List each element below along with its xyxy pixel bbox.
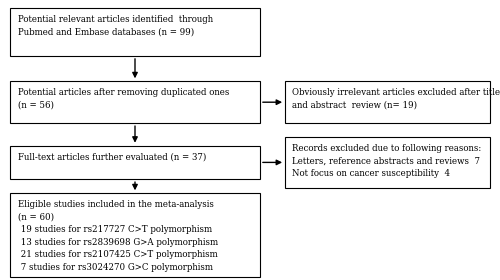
Text: Potential relevant articles identified  through
Pubmed and Embase databases (n =: Potential relevant articles identified t…: [18, 15, 212, 37]
FancyBboxPatch shape: [285, 81, 490, 123]
Text: Eligible studies included in the meta-analysis
(n = 60)
 19 studies for rs217727: Eligible studies included in the meta-an…: [18, 200, 218, 272]
FancyBboxPatch shape: [285, 137, 490, 188]
FancyBboxPatch shape: [10, 193, 260, 277]
FancyBboxPatch shape: [10, 146, 260, 179]
FancyBboxPatch shape: [10, 8, 260, 56]
Text: Potential articles after removing duplicated ones
(n = 56): Potential articles after removing duplic…: [18, 88, 229, 110]
Text: Records excluded due to following reasons:
Letters, reference abstracts and revi: Records excluded due to following reason…: [292, 144, 482, 178]
Text: Full-text articles further evaluated (n = 37): Full-text articles further evaluated (n …: [18, 153, 206, 162]
FancyBboxPatch shape: [10, 81, 260, 123]
Text: Obviously irrelevant articles excluded after title
and abstract  review (n= 19): Obviously irrelevant articles excluded a…: [292, 88, 500, 110]
